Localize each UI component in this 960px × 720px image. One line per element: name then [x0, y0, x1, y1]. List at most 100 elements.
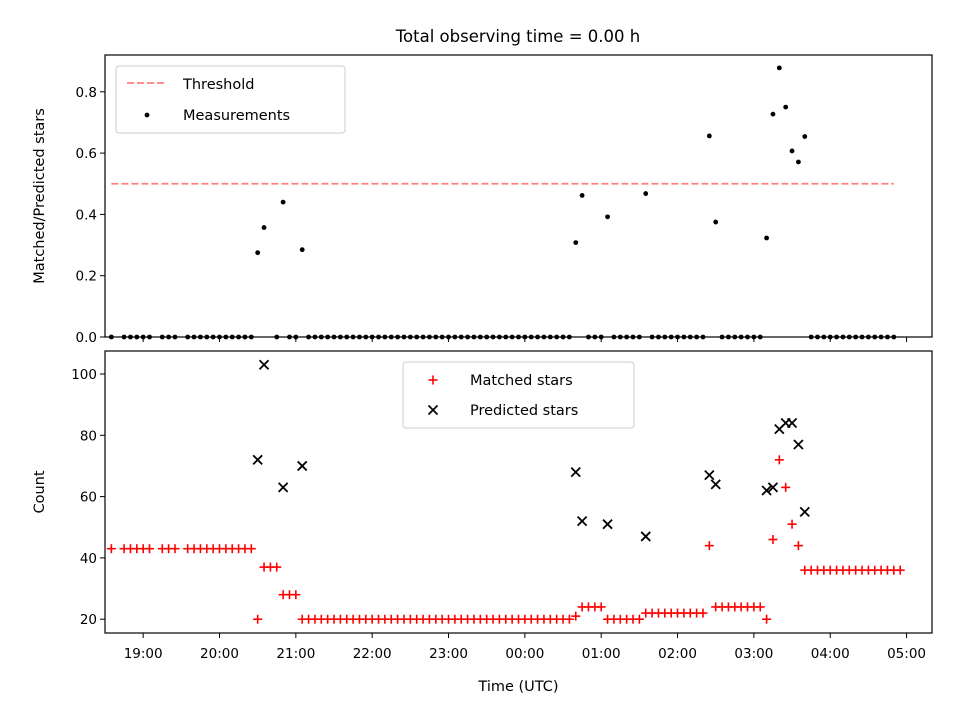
- y-tick-label: 0.0: [76, 330, 97, 346]
- predicted-star-marker: [576, 515, 588, 527]
- x-axis-label: Time (UTC): [477, 679, 558, 695]
- predicted-star-marker: [799, 506, 810, 518]
- marker-stroke: [704, 470, 715, 481]
- predicted-star-marker: [710, 479, 721, 490]
- bottom-axes: 20 40 60 80 100 19:00 20:00 21:00 22:00 23:00 00:0…: [32, 350, 933, 695]
- measurement-point: [280, 199, 286, 205]
- legend-matched-label: Matched stars: [470, 373, 573, 389]
- measurement-point: [796, 159, 801, 165]
- axes-frame: [104, 54, 933, 338]
- legend-measurement-label: Measurements: [183, 108, 290, 124]
- matched-star-marker: [564, 614, 574, 624]
- predicted-star-marker: [277, 482, 289, 493]
- predicted-star-marker: [258, 359, 270, 370]
- measurement-point: [706, 133, 712, 139]
- predicted-star-marker: [704, 470, 715, 481]
- x-tick-label: 23:00: [429, 646, 468, 662]
- marker-stroke: [602, 519, 613, 530]
- marker-stroke: [297, 460, 308, 472]
- predicted-star-marker: [786, 417, 798, 429]
- predicted-star-marker: [640, 531, 651, 542]
- matched-star-marker: [253, 614, 263, 624]
- y-tick-label: 100: [71, 367, 97, 383]
- y-tick-label: 80: [80, 428, 97, 444]
- matched-star-marker: [246, 544, 256, 554]
- measurement-point: [255, 250, 261, 256]
- matched-star-marker: [571, 611, 581, 621]
- measurement-point: [261, 225, 267, 230]
- matched-star-marker: [145, 544, 155, 554]
- marker-stroke: [576, 515, 588, 527]
- marker-stroke: [767, 482, 779, 493]
- matched-star-marker: [793, 541, 803, 551]
- y-tick-label: 0.2: [76, 269, 97, 285]
- y-tick-label: 0.4: [76, 207, 97, 223]
- predicted-star-marker: [297, 460, 308, 472]
- matched-star-marker: [774, 455, 784, 465]
- measurement-point: [776, 65, 782, 71]
- legend-threshold-label: Threshold: [182, 77, 254, 93]
- y-tick-label: 0.8: [76, 85, 97, 101]
- matched-star-marker: [272, 562, 282, 572]
- y-axis-label: Count: [32, 470, 48, 513]
- measurement-point: [764, 235, 769, 241]
- x-tick-label: 05:00: [887, 646, 926, 662]
- x-tick-label: 04:00: [811, 646, 850, 662]
- x-tick-label: 22:00: [353, 646, 392, 662]
- marker-stroke: [793, 439, 804, 450]
- matched-star-marker: [781, 482, 791, 492]
- legend-matched-swatch: [428, 375, 438, 385]
- y-tick-label: 20: [80, 612, 97, 628]
- x-tick-label: 00:00: [505, 646, 544, 662]
- marker-stroke: [277, 482, 289, 493]
- measurement-point: [605, 214, 610, 220]
- legend-predicted-swatch: [427, 404, 439, 416]
- matched-star-marker: [596, 602, 606, 612]
- matched-star-marker: [787, 519, 797, 529]
- matched-star-marker: [895, 565, 905, 575]
- predicted-star-marker: [570, 466, 581, 478]
- y-tick-label: 0.6: [76, 146, 97, 162]
- x-tick-label: 01:00: [582, 646, 621, 662]
- marker-stroke: [761, 485, 772, 496]
- axes-frame: [104, 350, 933, 634]
- marker-stroke: [427, 404, 439, 416]
- matched-star-marker: [698, 608, 708, 618]
- marker-stroke: [570, 466, 581, 478]
- predicted-star-marker: [602, 519, 613, 530]
- measurement-point: [299, 247, 305, 253]
- marker-stroke: [799, 506, 810, 518]
- figure-title: Total observing time = 0.00 h: [395, 27, 640, 46]
- legend-predicted-label: Predicted stars: [470, 403, 578, 419]
- matched-star-marker: [768, 535, 778, 545]
- y-axis-label: Matched/Predicted stars: [32, 108, 48, 284]
- matched-star-marker: [755, 602, 765, 612]
- y-tick-label: 60: [80, 490, 97, 506]
- measurement-point: [783, 104, 789, 110]
- x-tick-label: 20:00: [200, 646, 239, 662]
- x-tick-label: 21:00: [276, 646, 315, 662]
- measurement-point: [643, 191, 649, 196]
- measurement-point: [770, 111, 776, 117]
- legend: Threshold Measurements: [115, 65, 346, 134]
- x-tick-label: 03:00: [734, 646, 773, 662]
- predicted-star-marker: [761, 485, 772, 496]
- matched-star-marker: [170, 544, 180, 554]
- predicted-star-marker: [252, 454, 263, 465]
- legend-box: [402, 361, 635, 429]
- marker-stroke: [786, 417, 798, 429]
- measurement-point: [579, 192, 585, 198]
- measurement-point: [573, 240, 579, 245]
- matched-star-marker: [704, 541, 714, 551]
- legend: Matched stars Predicted stars: [402, 361, 635, 429]
- matched-star-marker: [634, 614, 644, 624]
- marker-stroke: [640, 531, 651, 542]
- predicted-star-marker: [793, 439, 804, 450]
- legend-box: [115, 65, 346, 134]
- predicted-star-marker: [767, 482, 779, 493]
- matched-star-marker: [762, 614, 772, 624]
- x-tick-label: 02:00: [658, 646, 697, 662]
- measurement-point: [802, 134, 808, 139]
- measurement-point: [789, 148, 795, 154]
